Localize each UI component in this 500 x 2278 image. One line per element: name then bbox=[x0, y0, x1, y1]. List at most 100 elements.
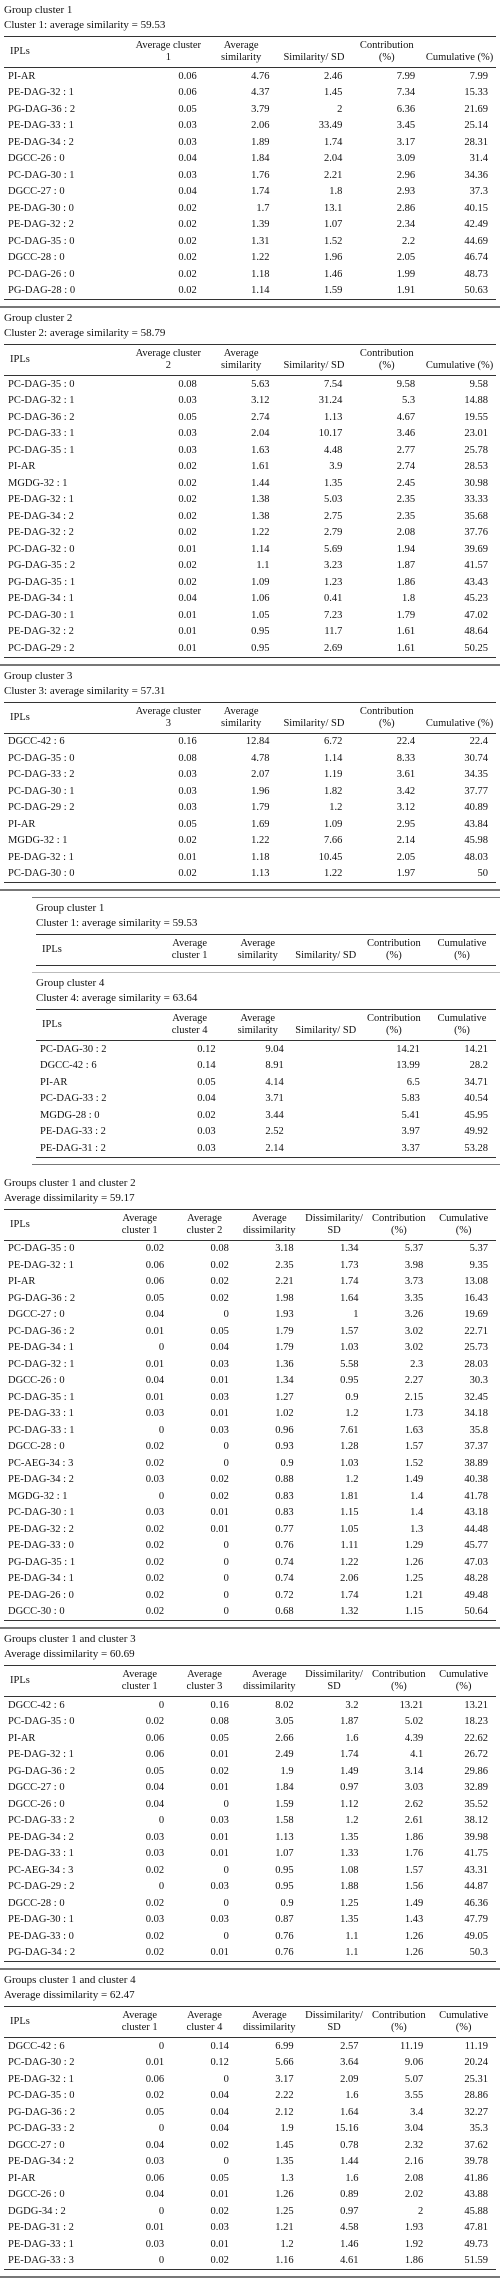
cell: 2.21 bbox=[323, 169, 343, 181]
cell: 5.69 bbox=[323, 543, 343, 555]
cell: 1.09 bbox=[251, 576, 270, 588]
cell: 3.04 bbox=[404, 2123, 424, 2135]
row-label: PE-DAG-33 : 2 bbox=[40, 1126, 106, 1138]
cell: 0.95 bbox=[275, 1864, 294, 1876]
table-row: PE-DAG-33 : 1 0.03 0.01 1.02 1.2 1.73 34.18 bbox=[4, 1406, 496, 1423]
cell: 2.04 bbox=[323, 153, 343, 165]
cell: 35.3 bbox=[469, 2123, 488, 2135]
cell: 1.79 bbox=[275, 1325, 294, 1337]
column-header: Average similarity bbox=[204, 701, 278, 734]
cell: 0.77 bbox=[275, 1523, 294, 1535]
cell: 1.14 bbox=[204, 282, 278, 300]
cell: 2.62 bbox=[404, 1798, 424, 1810]
cell: 0.03 bbox=[178, 785, 197, 797]
cell: 1.74 bbox=[340, 1749, 359, 1761]
cell: 3.73 bbox=[404, 1276, 424, 1288]
cell: 1.86 bbox=[404, 1831, 424, 1843]
cell: 1.76 bbox=[404, 1848, 424, 1860]
cell: 40.38 bbox=[464, 1474, 488, 1486]
cell: 1 bbox=[353, 1309, 359, 1321]
cell: 49.05 bbox=[464, 1930, 488, 1942]
cell: 25.14 bbox=[464, 120, 488, 132]
cell: 0.02 bbox=[178, 235, 197, 247]
cell: 0.01 bbox=[210, 1848, 229, 1860]
table-head: IPLs Average cluster 1 Average cluster 4 Av… bbox=[4, 2006, 496, 2038]
cell: 39.98 bbox=[464, 1831, 488, 1843]
cell: 1.44 bbox=[340, 2156, 359, 2168]
table-row: PC-DAG-30 : 1 0.03 0.01 0.83 1.15 1.4 43.18 bbox=[4, 1505, 496, 1522]
row-label: PC-DAG-32 : 1 bbox=[8, 395, 75, 407]
table-row: PC-DAG-36 : 2 0.05 2.74 1.13 4.67 19.55 bbox=[4, 409, 496, 426]
column-header: IPLs bbox=[4, 2006, 108, 2038]
cell: 49.48 bbox=[464, 1589, 488, 1601]
cell: 0.02 bbox=[178, 219, 197, 231]
cell: 11.19 bbox=[464, 2040, 488, 2052]
row-label: DGCC-27 : 0 bbox=[8, 1782, 65, 1794]
cell: 42.49 bbox=[464, 219, 488, 231]
cell: 39.69 bbox=[464, 543, 488, 555]
cell: 0.89 bbox=[340, 2189, 359, 2201]
cell: 3.05 bbox=[275, 1716, 294, 1728]
table-row: PE-DAG-34 : 1 0 0.04 1.79 1.03 3.02 25.73 bbox=[4, 1340, 496, 1357]
cell: 1.26 bbox=[404, 1930, 424, 1942]
cell: 1.7 bbox=[256, 202, 270, 214]
table-row: DGCC-28 : 0 0.02 0 0.93 1.28 1.57 37.37 bbox=[4, 1439, 496, 1456]
cell: 1.34 bbox=[340, 1243, 359, 1255]
table-row: PI-AR 0.06 0.02 2.21 1.74 3.73 13.08 bbox=[4, 1274, 496, 1291]
cell: 1.52 bbox=[323, 235, 343, 247]
cell: 1.52 bbox=[404, 1457, 424, 1469]
cell: 0.02 bbox=[107, 1944, 173, 1962]
cell: 1.6 bbox=[345, 2172, 359, 2184]
row-label: PE-DAG-32 : 1 bbox=[8, 87, 74, 99]
cell: 35.8 bbox=[469, 1424, 488, 1436]
cell: 1.35 bbox=[323, 477, 343, 489]
cell: 6.5 bbox=[406, 1076, 420, 1088]
cell: 0.03 bbox=[155, 1140, 224, 1158]
cell: 5.02 bbox=[404, 1716, 424, 1728]
cell: 1.39 bbox=[251, 219, 270, 231]
cell: 3.02 bbox=[404, 1342, 424, 1354]
cell: 1.03 bbox=[340, 1342, 359, 1354]
row-label: PE-DAG-33 : 1 bbox=[8, 120, 74, 132]
cell: 46.74 bbox=[464, 252, 488, 264]
table-row: PE-DAG-34 : 2 0.03 0.02 0.88 1.2 1.49 40.38 bbox=[4, 1472, 496, 1489]
cell: 0.03 bbox=[145, 1507, 165, 1519]
column-header: Average cluster 1 bbox=[131, 36, 205, 68]
cell: 4.58 bbox=[340, 2222, 359, 2234]
cell: 0.04 bbox=[145, 1375, 165, 1387]
cell: 1.2 bbox=[329, 802, 343, 814]
cell: 1.74 bbox=[323, 136, 343, 148]
cell: 0.76 bbox=[236, 1944, 302, 1962]
column-header: IPLs bbox=[4, 36, 132, 68]
table-row: PC-DAG-33 : 1 0.03 2.04 10.17 3.46 23.01 bbox=[4, 426, 496, 443]
cell: 1.34 bbox=[275, 1375, 294, 1387]
cell: 2.08 bbox=[396, 527, 416, 539]
table-row: PG-DAG-28 : 0 0.02 1.14 1.59 1.91 50.63 bbox=[4, 282, 496, 300]
row-label: DGCC-28 : 0 bbox=[8, 1897, 65, 1909]
table-row: PE-DAG-32 : 1 0.06 0.02 2.35 1.73 3.98 9.35 bbox=[4, 1257, 496, 1274]
row-label: DGCC-42 : 6 bbox=[8, 1699, 65, 1711]
cell: 3.23 bbox=[323, 560, 343, 572]
cell: 6.99 bbox=[275, 2040, 294, 2052]
cell: 0.01 bbox=[145, 1358, 165, 1370]
cell: 0 bbox=[223, 1864, 229, 1876]
cell: 45.23 bbox=[464, 593, 488, 605]
table-row: PG-DAG-35 : 2 0.02 1.1 3.23 1.87 41.57 bbox=[4, 558, 496, 575]
cell: 47.03 bbox=[464, 1556, 488, 1568]
cell: 0.93 bbox=[275, 1441, 294, 1453]
cell: 0.02 bbox=[178, 477, 197, 489]
table-row: PI-AR 0.06 4.76 2.46 7.99 7.99 bbox=[4, 68, 496, 85]
cell: 32.89 bbox=[464, 1782, 488, 1794]
cell: 0.95 bbox=[251, 626, 270, 638]
table-row: PG-DAG-36 : 2 0.05 0.02 1.98 1.64 3.35 16.43 bbox=[4, 1290, 496, 1307]
cell: 48.03 bbox=[464, 851, 488, 863]
row-label: PG-DAG-36 : 2 bbox=[8, 2106, 76, 2118]
row-label: PE-DAG-32 : 2 bbox=[8, 219, 74, 231]
cell: 0.02 bbox=[172, 2252, 237, 2270]
cell: 0.03 bbox=[145, 1914, 165, 1926]
row-label: PE-DAG-26 : 0 bbox=[8, 1589, 74, 1601]
row-label: PE-DAG-34 : 1 bbox=[8, 593, 74, 605]
row-label: PC-DAG-33 : 1 bbox=[8, 428, 75, 440]
cell: 0.96 bbox=[275, 1424, 294, 1436]
cell: 7.23 bbox=[323, 609, 343, 621]
